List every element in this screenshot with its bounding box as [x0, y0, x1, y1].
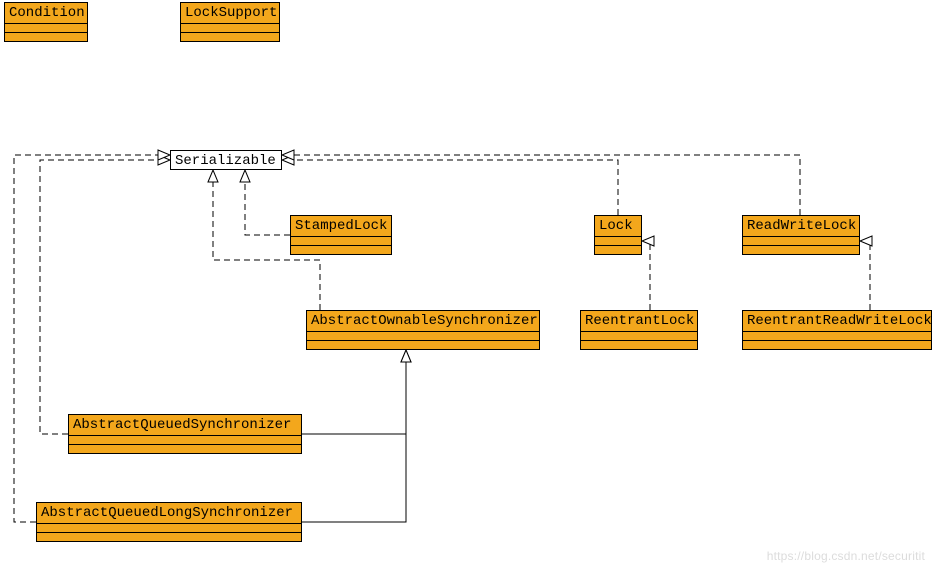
class-title: AbstractOwnableSynchronizer — [307, 311, 539, 332]
watermark: https://blog.csdn.net/securitit — [767, 549, 925, 563]
connector-layer — [0, 0, 933, 569]
class-reentrantreadwritelock: ReentrantReadWriteLock — [742, 310, 932, 350]
class-section — [307, 341, 539, 349]
class-section — [581, 332, 697, 341]
class-section — [595, 237, 641, 246]
class-title: LockSupport — [181, 3, 279, 24]
edge-rwlock-serializable — [282, 155, 800, 215]
class-title: ReadWriteLock — [743, 216, 859, 237]
class-section — [5, 33, 87, 41]
class-section — [307, 332, 539, 341]
class-title: Lock — [595, 216, 641, 237]
class-condition: Condition — [4, 2, 88, 42]
class-title: Condition — [5, 3, 87, 24]
class-lock: Lock — [594, 215, 642, 255]
class-section — [743, 246, 859, 254]
edge-reentrant-lock — [642, 241, 650, 310]
edge-lock-serializable — [282, 160, 618, 215]
class-title: AbstractQueuedSynchronizer — [69, 415, 301, 436]
class-locksupport: LockSupport — [180, 2, 280, 42]
class-title: AbstractQueuedLongSynchronizer — [37, 503, 301, 524]
class-reentrantlock: ReentrantLock — [580, 310, 698, 350]
class-section — [69, 436, 301, 445]
class-section — [69, 445, 301, 453]
class-section — [595, 246, 641, 254]
class-section — [37, 524, 301, 533]
class-title: StampedLock — [291, 216, 391, 237]
class-title: ReentrantLock — [581, 311, 697, 332]
class-title: Serializable — [171, 151, 281, 171]
class-abstractownablesynchronizer: AbstractOwnableSynchronizer — [306, 310, 540, 350]
edge-aqls-aos — [302, 350, 406, 522]
class-abstractqueuedlongsynchronizer: AbstractQueuedLongSynchronizer — [36, 502, 302, 542]
class-section — [581, 341, 697, 349]
interface-serializable: Serializable — [170, 150, 282, 170]
edge-aqs-serializable — [40, 160, 170, 434]
class-readwritelock: ReadWriteLock — [742, 215, 860, 255]
edge-aqs-aos — [302, 350, 406, 434]
class-section — [291, 246, 391, 254]
class-section — [743, 237, 859, 246]
class-section — [291, 237, 391, 246]
class-section — [181, 24, 279, 33]
class-section — [181, 33, 279, 41]
class-stampedlock: StampedLock — [290, 215, 392, 255]
edge-rrwlock-rwlock — [860, 241, 870, 310]
class-title: ReentrantReadWriteLock — [743, 311, 931, 332]
class-section — [743, 332, 931, 341]
class-section — [743, 341, 931, 349]
class-abstractqueuedsynchronizer: AbstractQueuedSynchronizer — [68, 414, 302, 454]
class-section — [37, 533, 301, 541]
class-section — [5, 24, 87, 33]
edge-aqls-serializable — [14, 155, 170, 522]
